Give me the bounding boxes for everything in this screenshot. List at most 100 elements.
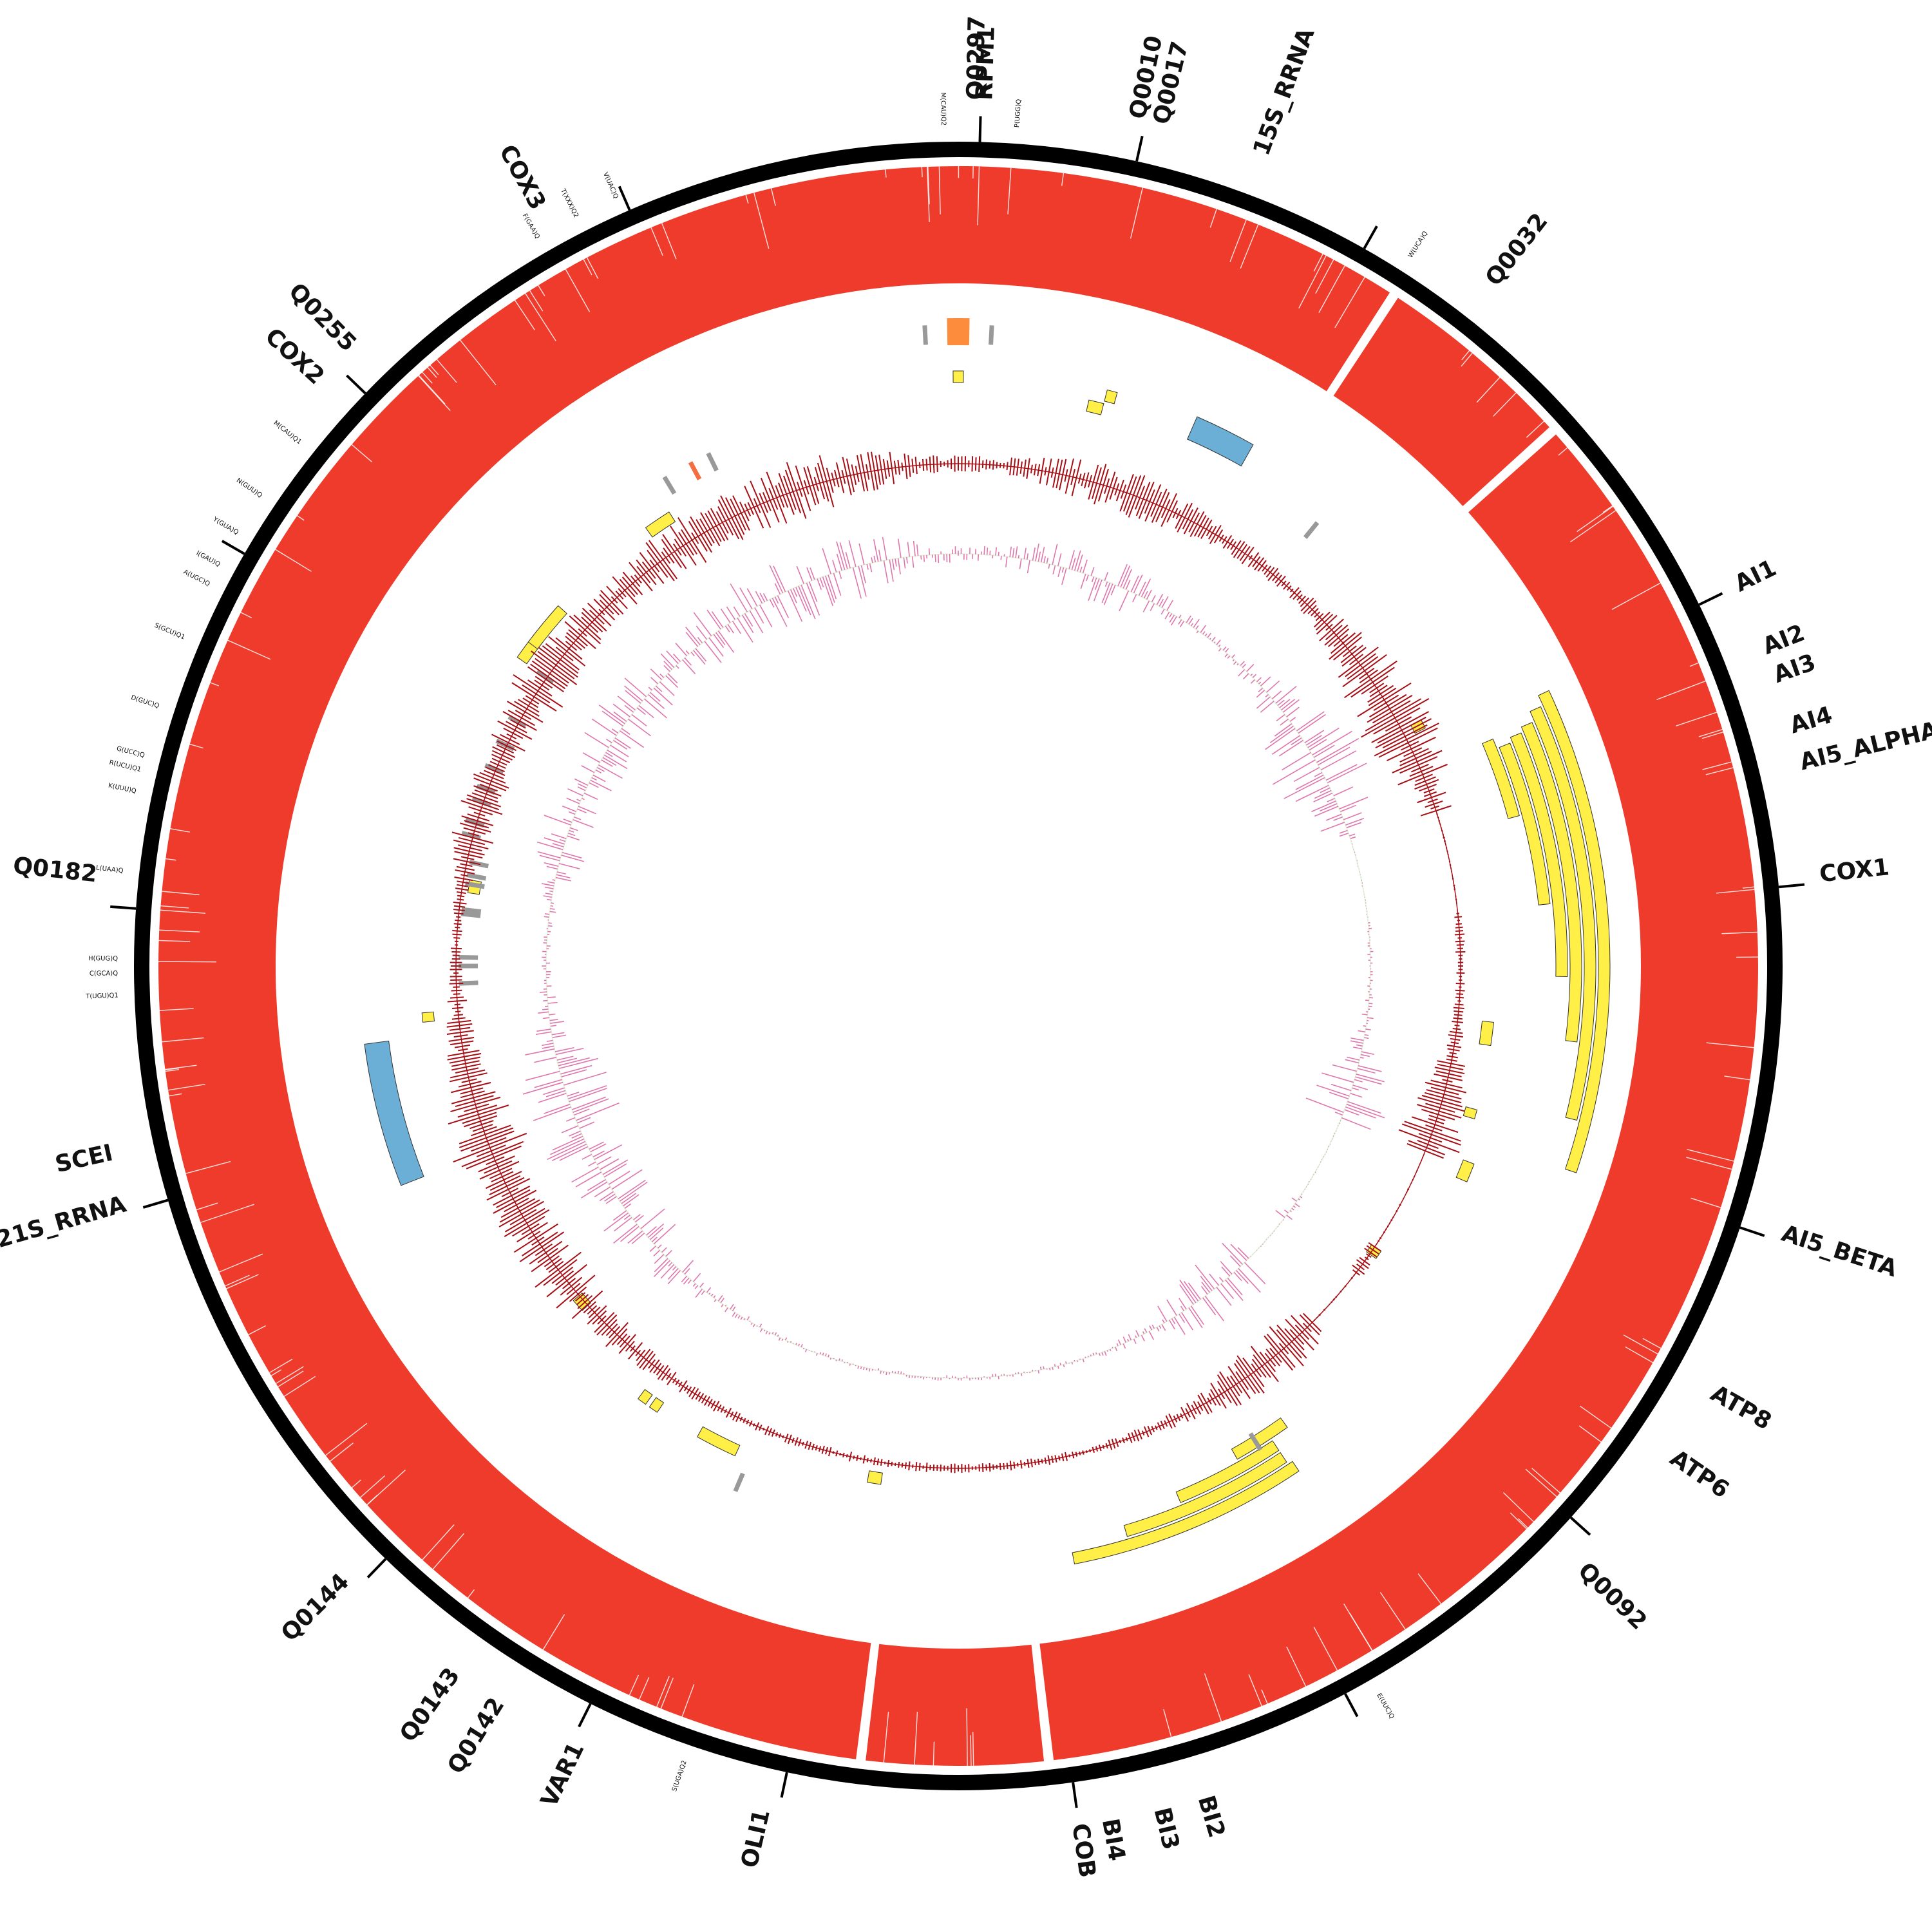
gc-content-bar (542, 1009, 549, 1010)
gc-skew-bar (1082, 1450, 1084, 1455)
coverage-dropout (1578, 1425, 1602, 1443)
gc-content-bar (668, 1262, 672, 1267)
gc-content-bar (663, 660, 672, 670)
gc-content-bar (1169, 614, 1175, 623)
gc-content-bar (660, 653, 675, 668)
gc-content-bar (535, 1031, 552, 1036)
gc-content-bar (1275, 1209, 1285, 1218)
gc-skew-bar (515, 710, 532, 720)
gc-skew-bar (1430, 1079, 1463, 1089)
gene-tick (346, 374, 366, 395)
gc-skew-bar (1436, 813, 1438, 815)
gc-content-bar (1274, 723, 1293, 737)
gc-content-bar (682, 659, 696, 674)
gc-skew-bar (639, 1350, 654, 1369)
gc-skew-bar (730, 1411, 734, 1417)
coverage-dropout (167, 1084, 205, 1091)
gc-content-bar (601, 710, 624, 727)
gc-content-bar (708, 637, 724, 657)
gc-content-bar (860, 565, 866, 583)
gc-skew-bar (1081, 473, 1086, 486)
trna-mark (476, 784, 496, 795)
coverage-dropout (276, 1366, 304, 1384)
trna-label: T(XXX)Q2 (559, 187, 580, 219)
gc-skew-bar (1421, 1156, 1424, 1159)
gc-content-bar (613, 739, 627, 750)
gc-skew-bar (1230, 541, 1237, 551)
gc-skew-bar (504, 1197, 529, 1213)
gc-content-bar (1161, 596, 1169, 608)
gc-skew-bar (1442, 833, 1444, 835)
gc-content-bar (1201, 1282, 1211, 1293)
gc-content-bar (808, 582, 818, 602)
gc-content-bar (624, 685, 643, 702)
coverage-dropout (269, 1358, 293, 1374)
gc-skew-bar (1050, 467, 1054, 478)
gc-content-bar (1357, 1068, 1376, 1074)
gc-skew-bar (501, 1188, 518, 1197)
gc-content-bar (800, 1343, 803, 1348)
intron-feature (645, 511, 676, 538)
gc-skew-bar (449, 1056, 480, 1064)
gc-skew-bar (1364, 1247, 1378, 1258)
gc-skew-bar (1144, 484, 1162, 522)
gc-skew-bar (661, 551, 671, 564)
gc-content-bar (550, 1021, 565, 1024)
gc-content-bar (571, 1166, 599, 1183)
coverage-dropout (1686, 1157, 1732, 1170)
gc-skew-bar (720, 1406, 725, 1413)
gc-skew-bar (1425, 1081, 1466, 1094)
coverage-dropout (1334, 276, 1365, 328)
gc-skew-bar (530, 663, 566, 690)
gc-skew-bar (743, 1417, 746, 1423)
gc-skew-bar (1164, 1420, 1168, 1427)
coverage-dropout (1261, 1689, 1268, 1704)
gc-skew-bar (628, 1342, 643, 1360)
coverage-dropout (418, 375, 451, 412)
coverage-dropout (565, 269, 591, 312)
gc-skew-bar (808, 1441, 812, 1450)
gc-content-bar (1291, 1208, 1294, 1211)
coverage-dropout (1461, 352, 1473, 367)
gc-skew-bar (1450, 1041, 1459, 1045)
gc-skew-bar (527, 666, 564, 693)
gc-skew-bar (882, 459, 887, 479)
gc-content-bar (1099, 1353, 1101, 1356)
gc-skew-bar (450, 979, 462, 981)
gc-skew-bar (1333, 634, 1349, 647)
gc-skew-bar (453, 1133, 527, 1163)
gc-content-bar (1355, 1076, 1382, 1085)
gc-skew-bar (464, 1103, 489, 1112)
coverage-dropout (1689, 662, 1699, 667)
gc-skew-bar (1439, 823, 1441, 825)
gc-skew-bar (1125, 475, 1142, 515)
gc-skew-bar (775, 1432, 779, 1437)
trna-mark (706, 452, 719, 472)
gc-skew-bar (1332, 636, 1363, 661)
gc-skew-bar (1155, 492, 1170, 522)
gc-content-bar (1352, 1084, 1368, 1090)
gc-skew-bar (1421, 1095, 1463, 1108)
gc-content-bar (1179, 1280, 1197, 1303)
gc-skew-bar (618, 1334, 636, 1354)
gc-skew-bar (1054, 1455, 1057, 1463)
gc-skew-bar (1329, 632, 1362, 660)
gc-skew-bar (1274, 574, 1282, 583)
gc-skew-bar (762, 492, 772, 511)
gc-skew-bar (1175, 503, 1189, 529)
gc-skew-bar (815, 1445, 818, 1451)
gc-content-bar (1313, 792, 1333, 802)
trna-label: N(GUU)Q (235, 477, 263, 500)
gc-content-bar (752, 1324, 755, 1328)
gc-skew-bar (1423, 791, 1437, 797)
gc-skew-bar (704, 1396, 710, 1406)
gc-skew-bar (1378, 1240, 1380, 1242)
gc-skew-bar (1188, 512, 1200, 533)
gc-content-bar (567, 1092, 580, 1097)
gc-skew-bar (996, 462, 998, 469)
trna-label: I(GAU)Q (195, 550, 222, 569)
gc-content-bar (596, 1156, 612, 1166)
coverage-dropout (460, 339, 497, 386)
gc-content-bar (1286, 1215, 1293, 1220)
gc-content-bar (1133, 574, 1143, 594)
